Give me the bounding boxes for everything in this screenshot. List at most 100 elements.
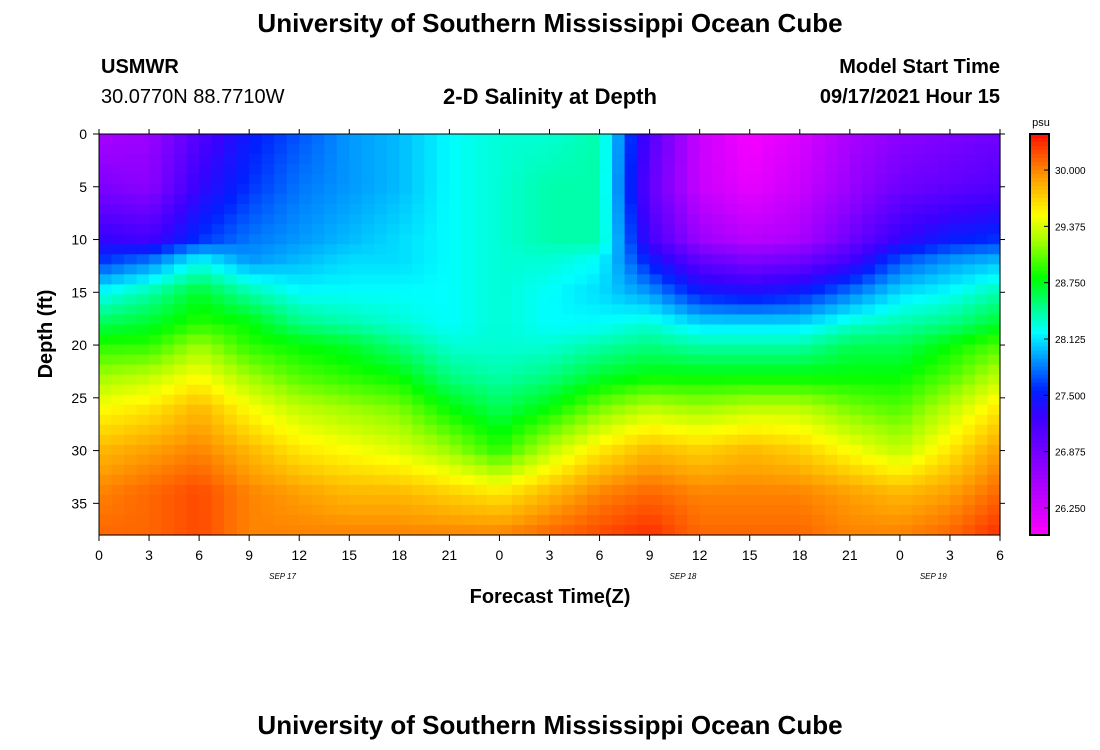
heatmap-cell — [224, 224, 238, 235]
heatmap-cell — [149, 184, 163, 195]
heatmap-cell — [774, 314, 788, 326]
heatmap-cell — [962, 184, 976, 195]
heatmap-cell — [649, 394, 663, 406]
heatmap-cell — [436, 384, 450, 396]
heatmap-cell — [974, 154, 989, 165]
heatmap-cell — [274, 234, 288, 245]
heatmap-cell — [862, 304, 876, 316]
heatmap-cell — [224, 214, 238, 225]
heatmap-cell — [674, 374, 688, 386]
heatmap-cell — [674, 304, 688, 316]
heatmap-cell — [436, 254, 450, 265]
heatmap-cell — [311, 354, 325, 366]
colorbar-band — [1030, 370, 1049, 376]
heatmap-cell — [799, 474, 813, 486]
heatmap-cell — [587, 134, 601, 145]
colorbar-band — [1030, 502, 1049, 508]
heatmap-cell — [111, 444, 125, 456]
heatmap-cell — [624, 334, 638, 346]
heatmap-cell — [199, 184, 213, 195]
heatmap-cell — [124, 444, 138, 456]
heatmap-cell — [799, 214, 813, 225]
heatmap-cell — [261, 314, 275, 326]
heatmap-cell — [524, 394, 538, 406]
heatmap-cell — [699, 144, 713, 155]
heatmap-cell — [649, 364, 663, 376]
heatmap-cell — [674, 454, 688, 466]
heatmap-cell — [136, 304, 150, 316]
heatmap-cell — [411, 374, 425, 386]
heatmap-cell — [837, 354, 851, 366]
heatmap-cell — [411, 314, 425, 326]
heatmap-cell — [336, 444, 350, 456]
heatmap-cell — [812, 334, 826, 346]
heatmap-cell — [324, 444, 338, 456]
heatmap-cell — [524, 264, 538, 275]
heatmap-cell — [724, 274, 738, 285]
x-tick-label: 6 — [996, 547, 1004, 563]
heatmap-cell — [174, 354, 188, 366]
heatmap-cell — [562, 484, 576, 496]
heatmap-cell — [762, 154, 776, 165]
heatmap-cell — [962, 314, 976, 326]
heatmap-cell — [411, 324, 425, 336]
heatmap-cell — [649, 244, 663, 255]
heatmap-cell — [311, 264, 325, 275]
heatmap-cell — [549, 454, 563, 466]
heatmap-cell — [974, 484, 989, 496]
heatmap-cell — [762, 364, 776, 376]
heatmap-cell — [124, 404, 138, 416]
heatmap-cell — [411, 504, 425, 516]
heatmap-cell — [924, 174, 939, 185]
heatmap-cell — [261, 214, 275, 225]
heatmap-cell — [774, 154, 788, 165]
heatmap-cell — [887, 244, 901, 255]
heatmap-cell — [549, 434, 563, 446]
heatmap-cell — [874, 174, 888, 185]
heatmap-cell — [974, 294, 989, 306]
heatmap-cell — [411, 474, 425, 486]
heatmap-cell — [874, 314, 888, 326]
heatmap-cell — [587, 284, 601, 295]
heatmap-cell — [674, 494, 688, 506]
heatmap-cell — [799, 394, 813, 406]
heatmap-cell — [374, 404, 388, 416]
heatmap-cell — [599, 494, 613, 506]
colorbar-band — [1030, 350, 1049, 356]
heatmap-cell — [824, 154, 838, 165]
heatmap-cell — [924, 244, 939, 255]
heatmap-cell — [536, 164, 551, 175]
heatmap-cell — [962, 414, 976, 426]
heatmap-cell — [812, 274, 826, 285]
heatmap-cell — [937, 254, 951, 265]
heatmap-cell — [511, 224, 526, 235]
heatmap-cell — [574, 174, 588, 185]
heatmap-cell — [99, 314, 113, 326]
heatmap-cell — [662, 474, 676, 486]
heatmap-cell — [386, 394, 400, 406]
heatmap-cell — [912, 264, 926, 275]
heatmap-cell — [949, 494, 964, 506]
heatmap-cell — [549, 304, 563, 316]
heatmap-cell — [186, 474, 200, 486]
heatmap-cell — [199, 524, 213, 536]
heatmap-cell — [949, 474, 964, 486]
heatmap-cell — [136, 354, 150, 366]
heatmap-cell — [824, 474, 838, 486]
heatmap-cell — [862, 414, 876, 426]
heatmap-cell — [899, 324, 914, 336]
heatmap-cell — [236, 204, 250, 215]
heatmap-cell — [637, 344, 651, 356]
x-tick-label: 18 — [392, 547, 408, 563]
heatmap-cell — [937, 444, 951, 456]
heatmap-cell — [536, 364, 551, 376]
heatmap-cell — [862, 434, 876, 446]
heatmap-cell — [724, 464, 738, 476]
heatmap-cell — [224, 184, 238, 195]
heatmap-cell — [987, 234, 1001, 245]
colorbar-band — [1030, 174, 1049, 179]
heatmap-cell — [374, 444, 388, 456]
heatmap-cell — [649, 514, 663, 526]
heatmap-cell — [449, 164, 463, 175]
heatmap-cell — [912, 344, 926, 356]
